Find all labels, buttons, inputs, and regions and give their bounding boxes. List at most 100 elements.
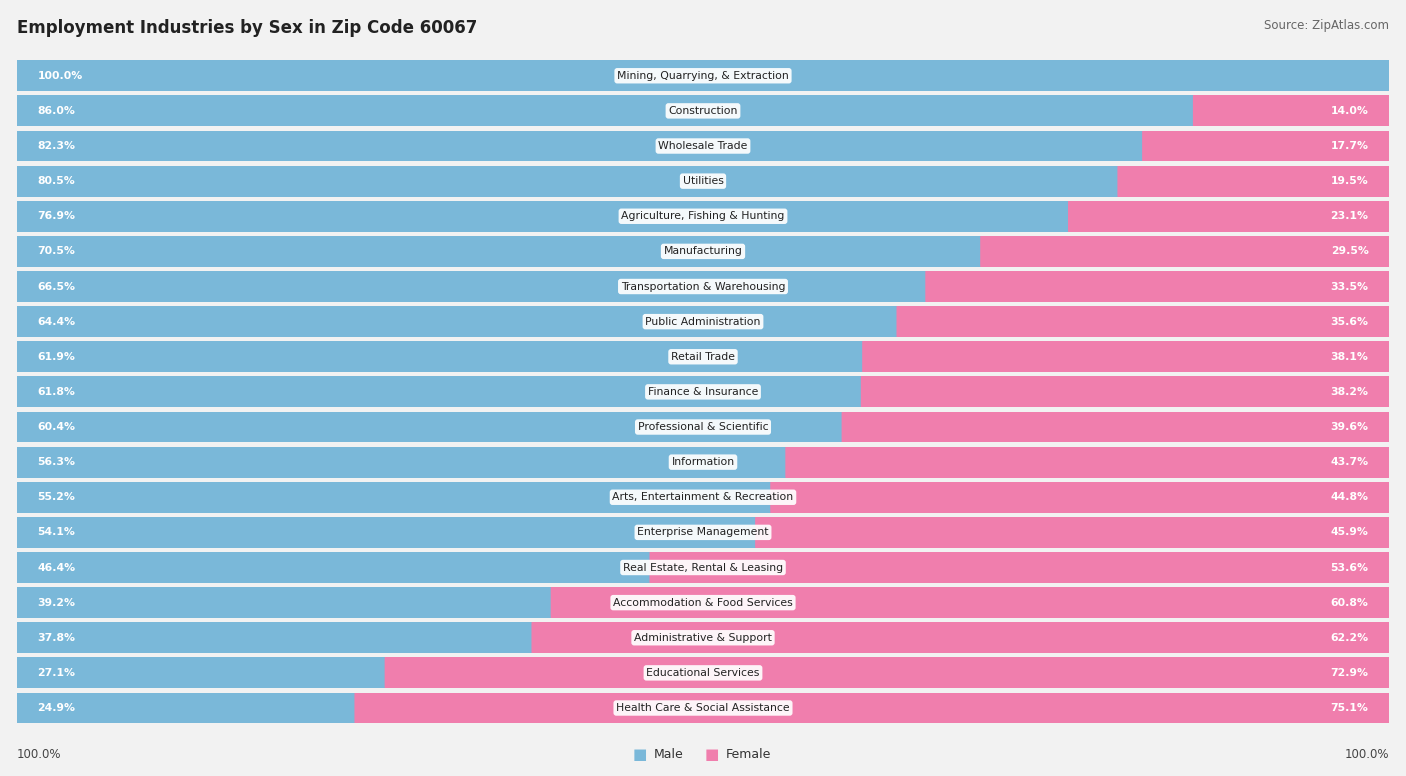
FancyBboxPatch shape [17,615,1389,660]
FancyBboxPatch shape [17,229,1389,274]
FancyBboxPatch shape [17,300,904,344]
Text: Utilities: Utilities [682,176,724,186]
Text: Employment Industries by Sex in Zip Code 60067: Employment Industries by Sex in Zip Code… [17,19,477,37]
FancyBboxPatch shape [770,475,1389,519]
Text: Health Care & Social Assistance: Health Care & Social Assistance [616,703,790,713]
FancyBboxPatch shape [17,54,1393,98]
FancyBboxPatch shape [17,88,1201,133]
Text: Administrative & Support: Administrative & Support [634,632,772,643]
Text: 76.9%: 76.9% [38,211,76,221]
FancyBboxPatch shape [385,650,1389,695]
Text: 64.4%: 64.4% [38,317,76,327]
Text: 14.0%: 14.0% [1330,106,1368,116]
Text: ■: ■ [633,747,647,762]
FancyBboxPatch shape [17,440,1389,484]
Text: 60.4%: 60.4% [38,422,76,432]
Text: Real Estate, Rental & Leasing: Real Estate, Rental & Leasing [623,563,783,573]
FancyBboxPatch shape [17,475,1389,519]
Text: 75.1%: 75.1% [1330,703,1368,713]
FancyBboxPatch shape [17,300,1389,344]
FancyBboxPatch shape [17,686,1389,730]
Text: Wholesale Trade: Wholesale Trade [658,141,748,151]
Text: 27.1%: 27.1% [38,668,76,678]
FancyBboxPatch shape [354,686,1389,730]
Text: 61.8%: 61.8% [38,387,76,397]
Text: 56.3%: 56.3% [38,457,76,467]
Text: 80.5%: 80.5% [38,176,75,186]
Text: Male: Male [654,748,683,760]
Text: 39.2%: 39.2% [38,598,76,608]
Text: 100.0%: 100.0% [38,71,83,81]
FancyBboxPatch shape [17,159,1389,203]
Text: 100.0%: 100.0% [17,748,62,760]
FancyBboxPatch shape [17,123,1389,168]
Text: 46.4%: 46.4% [38,563,76,573]
FancyBboxPatch shape [17,88,1389,133]
Text: 60.8%: 60.8% [1330,598,1368,608]
FancyBboxPatch shape [1142,123,1389,168]
FancyBboxPatch shape [650,546,1389,590]
Text: 100.0%: 100.0% [1344,748,1389,760]
FancyBboxPatch shape [17,265,934,309]
FancyBboxPatch shape [17,54,1389,98]
Text: 38.2%: 38.2% [1330,387,1368,397]
Text: 45.9%: 45.9% [1330,528,1368,537]
FancyBboxPatch shape [925,265,1389,309]
Text: ■: ■ [704,747,718,762]
FancyBboxPatch shape [862,334,1389,379]
FancyBboxPatch shape [1192,88,1389,133]
Text: 44.8%: 44.8% [1330,492,1368,502]
Text: 72.9%: 72.9% [1330,668,1368,678]
FancyBboxPatch shape [17,510,1389,555]
Text: 33.5%: 33.5% [1330,282,1368,292]
Text: 66.5%: 66.5% [38,282,76,292]
FancyBboxPatch shape [755,510,1389,555]
Text: 54.1%: 54.1% [38,528,76,537]
Text: Mining, Quarrying, & Extraction: Mining, Quarrying, & Extraction [617,71,789,81]
Text: Source: ZipAtlas.com: Source: ZipAtlas.com [1264,19,1389,33]
FancyBboxPatch shape [17,229,988,274]
FancyBboxPatch shape [17,265,1389,309]
Text: Transportation & Warehousing: Transportation & Warehousing [621,282,785,292]
Text: 86.0%: 86.0% [38,106,76,116]
FancyBboxPatch shape [17,440,793,484]
Text: 82.3%: 82.3% [38,141,76,151]
Text: Manufacturing: Manufacturing [664,247,742,256]
Text: Accommodation & Food Services: Accommodation & Food Services [613,598,793,608]
FancyBboxPatch shape [17,194,1076,238]
FancyBboxPatch shape [17,475,779,519]
FancyBboxPatch shape [17,580,560,625]
Text: 43.7%: 43.7% [1330,457,1368,467]
FancyBboxPatch shape [1118,159,1389,203]
FancyBboxPatch shape [17,686,363,730]
FancyBboxPatch shape [1069,194,1389,238]
FancyBboxPatch shape [17,615,540,660]
FancyBboxPatch shape [842,405,1389,449]
Text: 38.1%: 38.1% [1330,352,1368,362]
Text: 17.7%: 17.7% [1330,141,1368,151]
FancyBboxPatch shape [17,650,392,695]
FancyBboxPatch shape [17,580,1389,625]
Text: 61.9%: 61.9% [38,352,76,362]
FancyBboxPatch shape [17,334,870,379]
Text: Agriculture, Fishing & Hunting: Agriculture, Fishing & Hunting [621,211,785,221]
Text: 37.8%: 37.8% [38,632,76,643]
FancyBboxPatch shape [860,369,1389,414]
Text: Educational Services: Educational Services [647,668,759,678]
Text: Professional & Scientific: Professional & Scientific [638,422,768,432]
FancyBboxPatch shape [17,369,1389,414]
FancyBboxPatch shape [17,510,763,555]
Text: Enterprise Management: Enterprise Management [637,528,769,537]
FancyBboxPatch shape [17,159,1126,203]
FancyBboxPatch shape [17,405,849,449]
Text: 24.9%: 24.9% [38,703,76,713]
Text: Female: Female [725,748,770,760]
FancyBboxPatch shape [980,229,1389,274]
Text: 55.2%: 55.2% [38,492,76,502]
FancyBboxPatch shape [17,194,1389,238]
FancyBboxPatch shape [786,440,1389,484]
FancyBboxPatch shape [17,546,1389,590]
FancyBboxPatch shape [17,546,658,590]
FancyBboxPatch shape [17,369,869,414]
FancyBboxPatch shape [17,334,1389,379]
